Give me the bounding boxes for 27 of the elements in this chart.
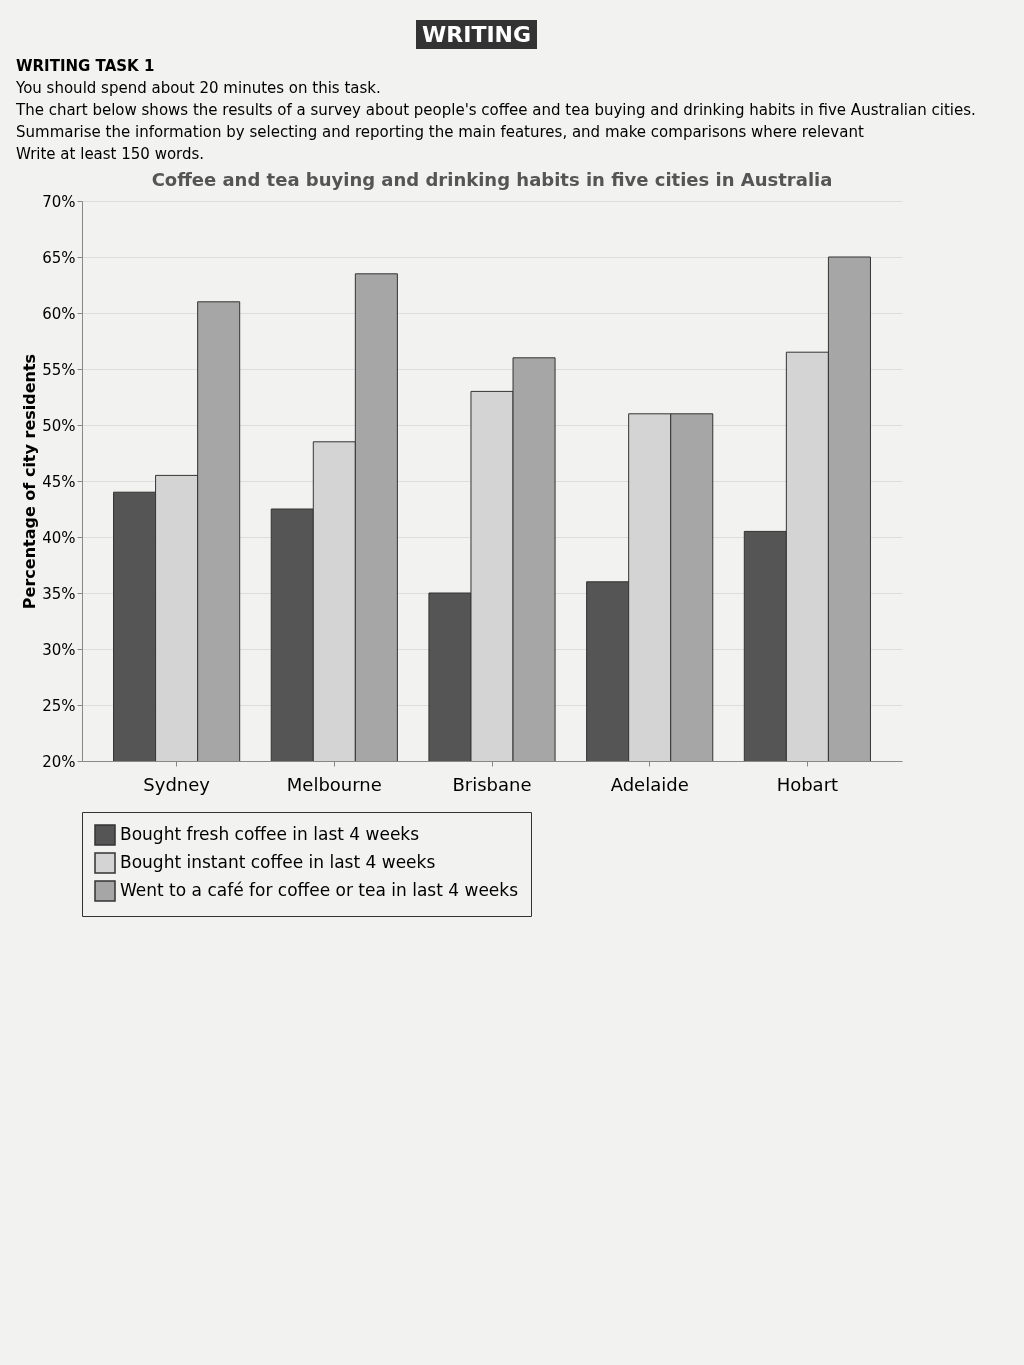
y-tick-label: 25%: [42, 696, 76, 715]
y-tick-label: 40%: [42, 528, 76, 547]
x-tick-label: Sydney: [143, 773, 211, 795]
y-tick-label: 55%: [42, 360, 76, 379]
y-tick-label: 65%: [42, 248, 76, 267]
legend-label: Went to a café for coffee or tea in last 4 weeks: [120, 880, 519, 900]
y-tick-label: 20%: [42, 752, 76, 771]
y-tick-label: 35%: [42, 584, 76, 603]
text: WRITING TASK 1: [16, 57, 156, 75]
text: The chart below shows the results of a survey about people's coffee and tea buying and drinking habits in five Australian cities.: [16, 101, 976, 119]
x-tick-label: Melbourne: [286, 773, 382, 795]
y-tick-label: 60%: [42, 304, 76, 323]
x-tick-label: Brisbane: [452, 773, 532, 795]
x-tick-label: Adelaide: [610, 773, 689, 795]
y-tick-label: 45%: [42, 472, 76, 491]
legend-label: Bought instant coffee in last 4 weeks: [120, 852, 436, 872]
text: Write at least 150 words.: [16, 145, 206, 163]
y-tick-label: 30%: [42, 640, 76, 659]
text: Summarise the information by selecting and reporting the main features, and make comparisons where relevant: [16, 123, 865, 141]
x-tick-label: Hobart: [776, 773, 839, 795]
y-tick-label: 50%: [42, 416, 76, 435]
legend-label: Bought fresh coffee in last 4 weeks: [120, 824, 420, 844]
text: You should spend about 20 minutes on this task.: [16, 79, 382, 97]
y-tick-label: 70%: [42, 192, 76, 211]
chart-title: Coffee and tea buying and drinking habits in five cities in Australia: [151, 169, 833, 190]
y-axis-title: Percentage of city residents: [20, 353, 40, 610]
text: WRITING: [416, 20, 538, 49]
